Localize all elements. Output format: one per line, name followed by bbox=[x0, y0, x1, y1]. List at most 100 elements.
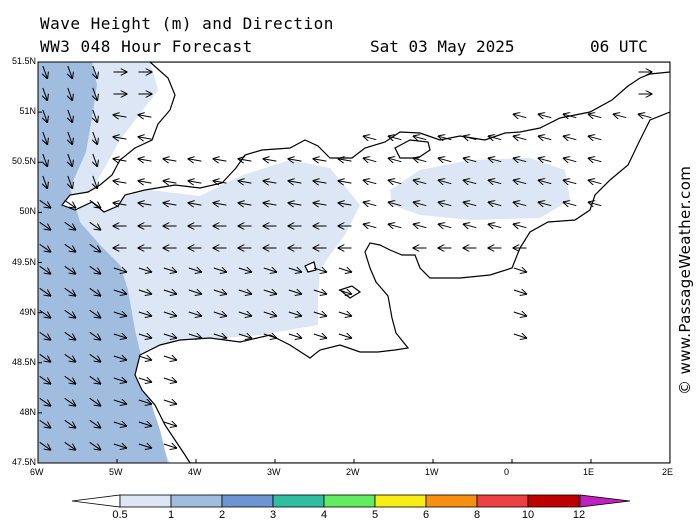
colorbar-segment bbox=[476, 494, 529, 508]
wave-arrow bbox=[189, 181, 202, 183]
wave-arrow bbox=[93, 87, 97, 100]
wave-arrow bbox=[364, 224, 377, 227]
colorbar-label: 4 bbox=[320, 509, 328, 521]
wave-arrow bbox=[39, 221, 51, 229]
wave-arrow bbox=[589, 202, 602, 205]
colorbar-segment bbox=[170, 494, 223, 508]
wave-arrow bbox=[389, 180, 402, 183]
wave-arrow bbox=[113, 422, 126, 426]
wave-arrow bbox=[39, 375, 51, 383]
wave-arrow bbox=[314, 181, 327, 183]
wave-arrow bbox=[364, 136, 377, 139]
wave-arrow bbox=[489, 158, 502, 161]
wave-arrow bbox=[138, 378, 151, 382]
wave-arrow bbox=[589, 136, 602, 139]
colorbar-segment bbox=[374, 494, 427, 508]
wave-arrow bbox=[39, 419, 51, 427]
wave-arrow bbox=[89, 265, 101, 273]
wave-arrow bbox=[43, 109, 47, 122]
wave-arrow bbox=[513, 334, 526, 338]
wave-arrow bbox=[514, 114, 527, 117]
wave-arrow bbox=[164, 181, 177, 183]
wave-arrow bbox=[114, 115, 127, 117]
wave-arrow bbox=[93, 65, 97, 78]
wave-arrow bbox=[589, 158, 602, 161]
wave-arrow bbox=[288, 268, 301, 272]
wave-arrow bbox=[213, 334, 226, 338]
wave-arrow bbox=[113, 312, 126, 316]
wave-arrow bbox=[513, 268, 526, 272]
wave-arrow bbox=[238, 268, 251, 272]
wave-arrow bbox=[314, 203, 327, 205]
wave-arrow bbox=[214, 159, 227, 161]
wave-arrow bbox=[113, 444, 126, 448]
lon-label: 2W bbox=[346, 467, 360, 477]
wave-arrow bbox=[139, 159, 152, 161]
wave-arrow bbox=[163, 400, 176, 404]
wave-arrow bbox=[39, 397, 51, 405]
wave-arrow bbox=[263, 312, 276, 316]
colorbar-segment bbox=[323, 494, 376, 508]
wave-arrow bbox=[614, 114, 627, 117]
wave-arrow bbox=[68, 131, 72, 144]
wave-arrow bbox=[39, 243, 51, 251]
wave-arrow bbox=[313, 290, 326, 294]
wave-arrow bbox=[314, 159, 327, 161]
colorbar-label: 3 bbox=[269, 509, 277, 521]
wave-arrow bbox=[138, 356, 151, 360]
wave-arrow bbox=[263, 268, 276, 272]
map-title: Wave Height (m) and Direction bbox=[40, 14, 334, 33]
wave-arrow bbox=[238, 312, 251, 316]
colorbar-label: 5 bbox=[371, 509, 379, 521]
wave-arrow bbox=[214, 181, 227, 183]
wave-arrow bbox=[489, 180, 502, 183]
wave-arrow bbox=[389, 202, 402, 205]
wave-arrow bbox=[589, 114, 602, 117]
wave-arrow bbox=[364, 158, 377, 161]
wave-arrow bbox=[89, 419, 101, 427]
wave-arrow bbox=[338, 312, 351, 316]
forecast-time: 06 UTC bbox=[590, 37, 648, 56]
wave-arrow bbox=[264, 181, 277, 183]
wave-arrow bbox=[289, 181, 302, 183]
wave-arrow bbox=[288, 334, 301, 338]
wave-arrow bbox=[414, 202, 427, 205]
wave-arrow bbox=[639, 114, 652, 117]
wave-arrow bbox=[114, 181, 127, 183]
colorbar-segment bbox=[221, 494, 274, 508]
lat-label: 47.5N bbox=[11, 457, 36, 467]
wave-arrow bbox=[68, 109, 72, 122]
wave-arrow bbox=[514, 224, 527, 227]
wave-arrow bbox=[489, 224, 502, 227]
wave-arrow bbox=[514, 180, 527, 183]
wave-arrow bbox=[514, 136, 527, 139]
axis-ticks bbox=[37, 61, 671, 464]
wave-arrow bbox=[238, 290, 251, 294]
wave-arrow bbox=[39, 199, 51, 207]
wave-arrow bbox=[539, 158, 552, 161]
wave-arrow bbox=[138, 400, 151, 404]
wave-arrow bbox=[338, 290, 351, 294]
wave-arrow bbox=[39, 353, 51, 361]
wave-arrow bbox=[389, 136, 402, 139]
lat-label: 48.5N bbox=[11, 356, 36, 367]
wave-arrow bbox=[163, 312, 176, 316]
lat-label: 49N bbox=[19, 306, 36, 317]
wave-arrow bbox=[163, 422, 176, 426]
wave-band-channel-east bbox=[390, 158, 570, 220]
colorbar-segment bbox=[425, 494, 478, 508]
wave-arrow bbox=[214, 203, 227, 205]
wave-arrow bbox=[39, 287, 51, 295]
wave-arrow bbox=[43, 131, 47, 144]
colorbar bbox=[71, 494, 631, 508]
wave-arrow bbox=[513, 312, 526, 316]
wave-arrow bbox=[338, 268, 351, 272]
wave-arrow bbox=[188, 334, 201, 338]
lat-label: 48N bbox=[19, 406, 36, 417]
wave-arrow bbox=[564, 136, 577, 139]
wave-arrow bbox=[138, 444, 151, 448]
wave-arrow bbox=[239, 159, 252, 161]
wave-arrow bbox=[238, 334, 251, 338]
wave-arrow bbox=[464, 180, 477, 183]
lon-label: 3W bbox=[267, 467, 281, 477]
